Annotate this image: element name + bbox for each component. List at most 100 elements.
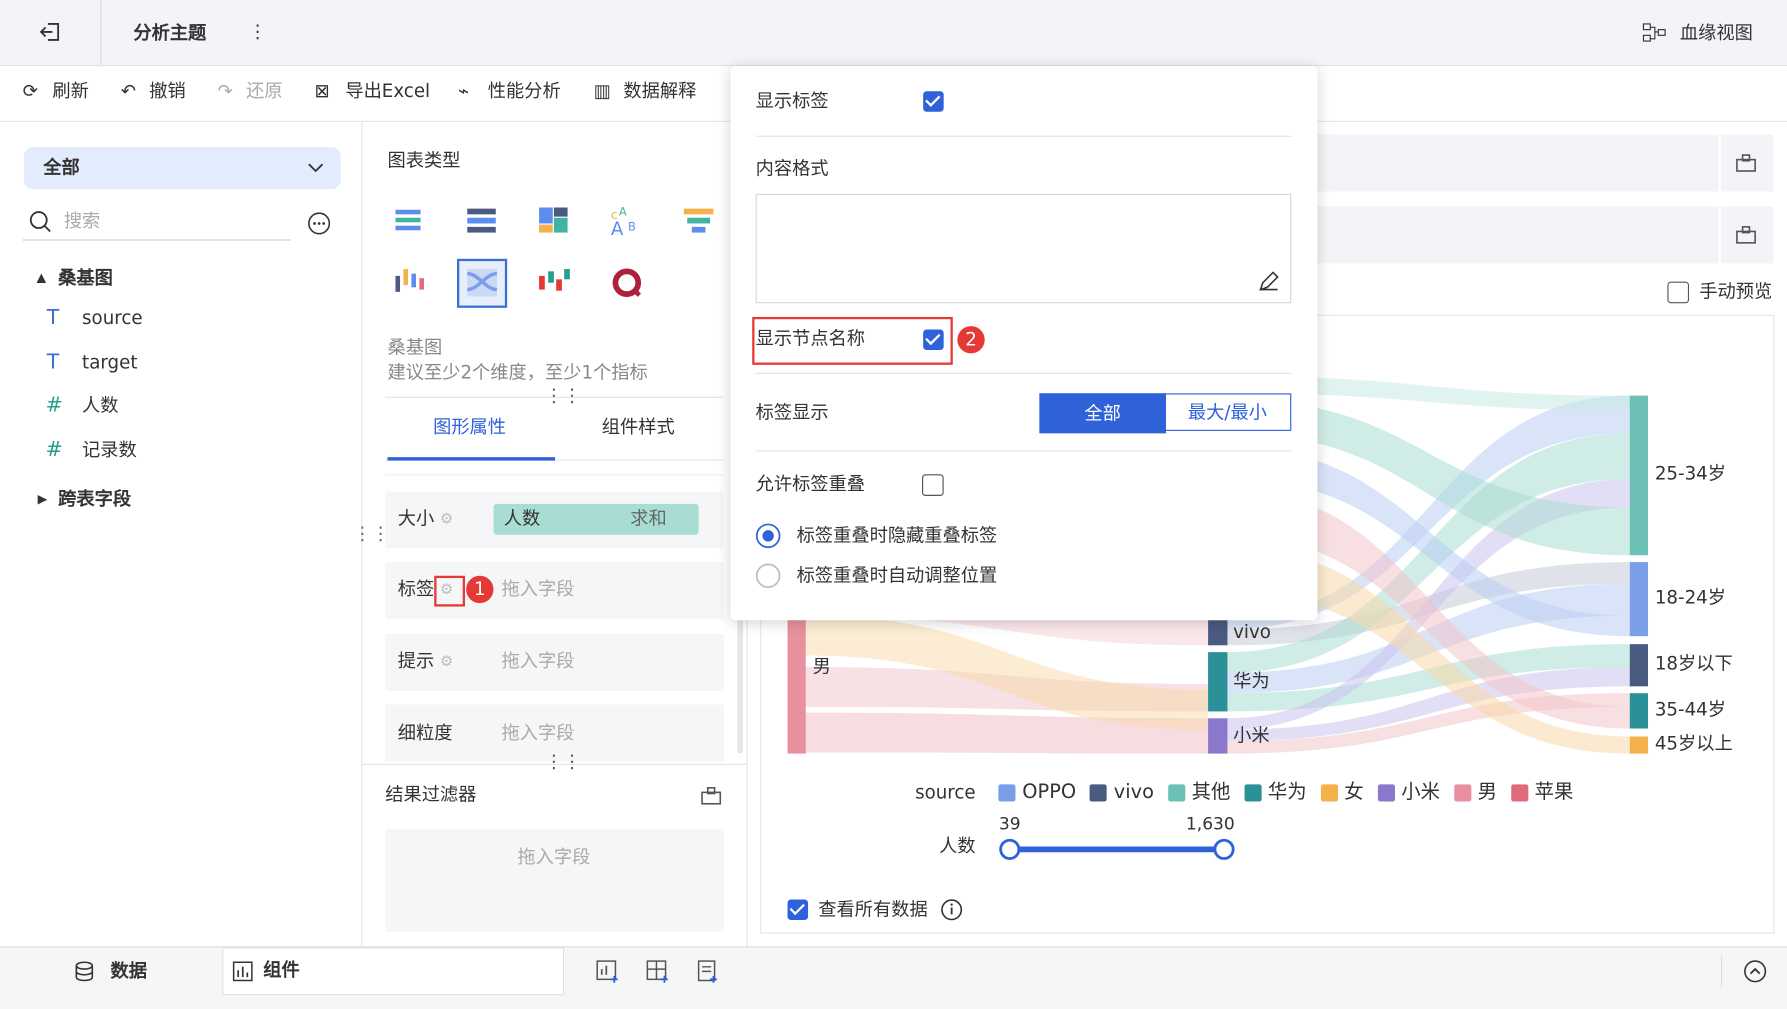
slider-handle[interactable] [999,838,1021,860]
add-icons [596,960,717,983]
radio[interactable] [755,563,781,589]
add-component[interactable] [596,960,618,983]
row-button[interactable] [1720,134,1774,192]
legend-item[interactable]: 小米 [1377,781,1440,804]
gear-icon[interactable]: ⚙ [439,653,454,671]
legend-label: 华为 [1267,780,1307,804]
row-button[interactable] [1720,206,1774,264]
segment-active[interactable]: 全部 [1039,393,1166,434]
chart-icon[interactable] [539,207,568,233]
drop-placeholder: 拖入字段 [501,649,575,672]
legend-item[interactable]: 苹果 [1510,781,1573,804]
checkbox-checked[interactable] [923,329,944,351]
row-label: 细粒度 [397,721,453,744]
toolbar-button[interactable]: 数据解释 [623,79,697,102]
node-label: 男 [813,657,831,678]
field-chip[interactable] [493,503,699,535]
node [1208,718,1228,754]
legend-item[interactable]: 男 [1453,780,1498,804]
dataset-selector[interactable] [23,147,341,190]
more-icon[interactable] [307,211,332,236]
field[interactable]: target [82,351,138,373]
database-icon [75,961,94,982]
setting-label: 内容格式 [755,157,829,179]
node-label: 华为 [1233,671,1269,692]
collapse-icon[interactable] [1743,959,1768,984]
resize-handle[interactable]: ⋮⋮ [544,384,582,406]
add-report[interactable] [697,960,717,983]
chip-aggregation[interactable]: 求和 [630,507,667,530]
resize-handle[interactable]: ⋮⋮ [544,750,582,772]
chart-icon[interactable] [395,209,421,231]
node-label: 小米 [1233,726,1269,747]
row-label: 标签 [397,578,435,600]
toolbar-button[interactable]: 刷新 [52,79,89,102]
node [1629,395,1649,556]
field[interactable]: 人数 [82,394,119,417]
legend-label: 男 [1477,780,1498,804]
lineage-view[interactable]: 血缘视图 [1679,21,1753,44]
chart-icon[interactable] [612,268,642,297]
chart-name: 桑基图 [387,336,443,358]
info-icon[interactable] [940,898,964,922]
filter-icon[interactable] [700,786,723,807]
chart-icon[interactable] [467,208,496,233]
chart-icon[interactable] [683,208,714,233]
more-menu[interactable]: ⋮ [248,20,267,43]
separator [755,135,1292,137]
expand-arrow[interactable]: ▲ [36,270,47,286]
section-title: 图表类型 [387,149,461,172]
chart-icon[interactable] [539,269,570,291]
chart-icon[interactable] [395,269,424,292]
bottom-tab-active[interactable] [222,947,565,996]
gear-icon[interactable]: ⚙ [439,510,454,528]
node [1629,736,1649,754]
toolbar-button[interactable]: 撤销 [149,79,186,102]
slider-handle[interactable] [1213,838,1235,860]
flow [1227,395,1630,630]
legend-item[interactable]: vivo [1089,781,1154,804]
back-icon[interactable] [39,21,62,44]
search-icon [29,211,51,233]
bottom-tab[interactable]: 数据 [110,959,148,982]
edit-icon[interactable] [1257,270,1280,293]
legend-item[interactable]: 华为 [1244,781,1307,804]
flow [1227,547,1630,754]
chart-icon[interactable]: c AA B [611,204,636,239]
tab-active[interactable]: 图形属性 [433,416,507,438]
expand-arrow[interactable]: ▶ [37,491,48,507]
legend-item[interactable]: 女 [1320,781,1364,804]
separator [385,396,724,398]
field[interactable]: source [82,306,143,329]
toolbar-button[interactable]: 导出Excel [345,79,431,102]
view-all-checkbox[interactable] [787,899,809,921]
node-label: vivo [1233,622,1271,643]
search-input[interactable]: 搜索 [63,209,101,232]
legend-item[interactable]: OPPO [998,781,1076,804]
add-layout[interactable] [646,960,668,983]
radio-dot [762,530,774,542]
manual-preview-checkbox[interactable] [1667,281,1690,304]
node-label: 35-44岁 [1655,699,1726,720]
legend-label: OPPO [1022,780,1077,804]
filter-title: 结果过滤器 [385,783,477,805]
legend-swatch [1089,783,1107,801]
divider [1720,955,1723,988]
segment[interactable]: 最大/最小 [1163,393,1292,431]
checkbox[interactable] [922,474,944,496]
toolbar-button[interactable]: 性能分析 [487,79,561,102]
resize-handle[interactable]: ⋮⋮ [353,522,390,544]
slider-label: 人数 [939,836,975,857]
filter-drop-zone[interactable] [385,828,724,932]
toolbar-icon: ▥ [593,79,612,102]
gear-icon[interactable]: ⚙ [439,581,454,599]
toolbar-button[interactable]: 还原 [246,79,283,102]
checkbox-checked[interactable] [923,91,944,112]
tab[interactable]: 组件样式 [601,416,675,438]
cross-table[interactable]: 跨表字段 [58,487,132,510]
format-textarea[interactable] [755,193,1292,304]
field[interactable]: 记录数 [82,438,137,461]
dataset-name[interactable]: 桑基图 [58,266,113,289]
legend-item[interactable]: 其他 [1167,781,1230,804]
